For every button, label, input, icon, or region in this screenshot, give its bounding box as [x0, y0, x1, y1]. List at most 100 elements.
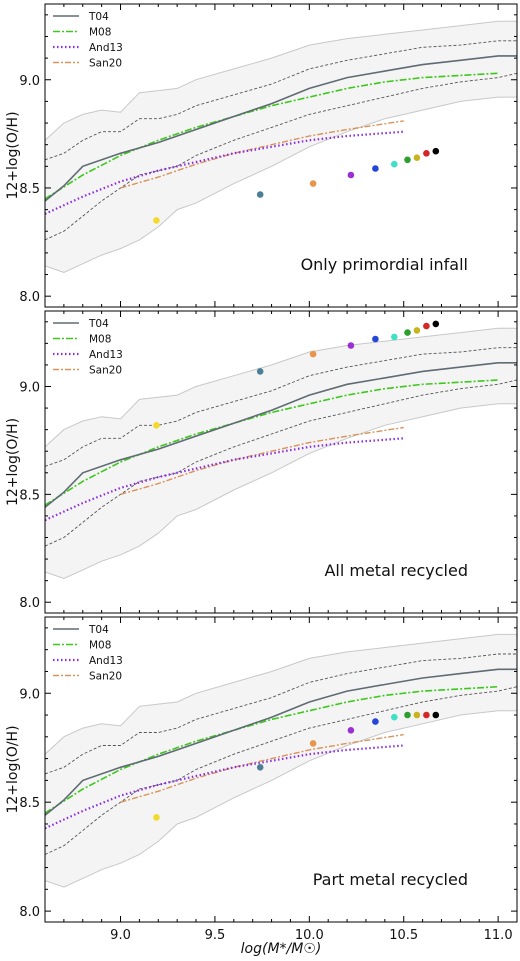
band-upper-outer-line	[45, 633, 517, 755]
legend-label-t04: T04	[88, 624, 109, 636]
panel-annotation: Part metal recycled	[313, 870, 468, 889]
model-point-5	[372, 718, 379, 725]
band-upper-outer-line	[45, 327, 517, 448]
y-tick-label: 8.5	[19, 796, 40, 811]
legend-label-m08: M08	[89, 334, 111, 346]
x-tick-label: 9.0	[110, 928, 131, 943]
model-point-9	[423, 711, 430, 719]
y-tick-label: 8.0	[19, 905, 40, 920]
model-point-10	[432, 711, 440, 719]
model-point-9	[423, 150, 430, 157]
x-axis-label: log(M*/M☉)	[241, 941, 322, 957]
panel-annotation: All metal recycled	[324, 561, 468, 580]
legend-label-san20: San20	[89, 365, 122, 377]
series-line-san20	[120, 733, 404, 803]
model-point-3	[309, 180, 317, 187]
series-line-san20	[120, 426, 404, 496]
panel-middle: 8.0 8.5 9.0 12+log(O/H) All metal recycled T0…	[5, 310, 518, 614]
band-lower-outer-line	[45, 96, 517, 273]
y-axis-label: 12+log(O/H)	[5, 111, 21, 199]
series-line-m08	[45, 72, 499, 200]
plot-area	[45, 320, 517, 580]
model-point-1	[153, 422, 160, 429]
model-point-4	[347, 342, 355, 349]
model-point-8	[413, 327, 421, 334]
scatter-band-fill	[45, 634, 517, 888]
series-line-san20	[120, 120, 404, 189]
band-upper-outer-line	[45, 20, 517, 141]
model-point-10	[432, 147, 440, 155]
series-line-m08	[45, 685, 499, 814]
band-lower-inner-line	[45, 379, 517, 547]
legend-label-and13: And13	[89, 42, 123, 54]
legend: T04 M08 And13 San20	[53, 318, 123, 377]
panel-bottom: 8.0 8.5 9.0 9.0 9.5 10.0 10.5 11.0 12+log(O/H) Pa…	[5, 616, 518, 943]
y-tick-label: 8.5	[19, 488, 40, 503]
y-tick-label: 9.0	[19, 687, 40, 702]
legend-label-and13: And13	[89, 349, 123, 361]
model-point-7	[404, 711, 411, 719]
model-point-2	[256, 368, 264, 375]
series-line-t04	[45, 55, 517, 202]
legend-label-san20: San20	[89, 58, 122, 70]
panel-top: 8.0 8.5 9.0 12+log(O/H) Only primordial infa…	[5, 3, 518, 308]
series-line-t04	[45, 362, 517, 508]
legend-label-m08: M08	[89, 640, 111, 652]
band-lower-inner-line	[45, 72, 517, 241]
series-line-t04	[45, 668, 517, 816]
model-point-10	[432, 320, 440, 328]
scatter-band-fill	[45, 328, 517, 579]
y-axis-label: 12+log(O/H)	[5, 725, 21, 813]
y-axis-label: 12+log(O/H)	[5, 418, 21, 506]
series-line-m08	[45, 379, 499, 506]
legend-label-san20: San20	[89, 671, 122, 683]
plot-area	[45, 20, 517, 273]
band-lower-outer-line	[45, 710, 517, 888]
band-upper-inner-line	[45, 347, 517, 467]
model-point-6	[391, 160, 398, 168]
plot-frame	[44, 310, 518, 614]
x-tick-label: 9.5	[205, 928, 226, 943]
model-point-2	[256, 764, 264, 771]
model-point-5	[372, 165, 379, 172]
model-point-7	[404, 156, 411, 164]
model-point-3	[309, 740, 317, 747]
model-point-1	[153, 217, 160, 224]
model-point-4	[347, 727, 355, 734]
y-tick-label: 8.0	[19, 596, 40, 611]
y-tick-label: 9.0	[19, 381, 40, 396]
model-point-8	[413, 711, 421, 719]
x-tick-label: 10.0	[295, 928, 324, 943]
band-lower-outer-line	[45, 403, 517, 580]
y-tick-label: 8.0	[19, 290, 40, 305]
legend: T04 M08 And13 San20	[53, 11, 123, 70]
scatter-band-fill	[45, 21, 517, 273]
model-point-3	[309, 350, 317, 358]
legend-label-t04: T04	[88, 11, 109, 23]
plot-frame	[44, 3, 518, 308]
x-tick-label: 11.0	[484, 928, 513, 943]
band-upper-inner-line	[45, 653, 517, 775]
plot-frame	[44, 616, 518, 923]
model-point-9	[423, 322, 430, 330]
model-point-6	[391, 713, 398, 721]
model-point-8	[413, 154, 421, 161]
plot-area	[45, 633, 517, 888]
model-point-7	[404, 329, 411, 336]
legend-label-m08: M08	[89, 27, 111, 39]
model-point-4	[347, 171, 355, 179]
y-tick-label: 9.0	[19, 74, 40, 89]
model-point-6	[391, 333, 398, 341]
legend: T04 M08 And13 San20	[53, 624, 123, 683]
model-point-5	[372, 335, 379, 343]
model-point-2	[256, 191, 264, 198]
model-point-1	[153, 814, 160, 821]
legend-label-t04: T04	[88, 318, 109, 330]
x-tick-label: 10.5	[389, 928, 418, 943]
panel-annotation: Only primordial infall	[301, 255, 468, 274]
band-lower-inner-line	[45, 686, 517, 855]
legend-label-and13: And13	[89, 655, 123, 667]
band-upper-inner-line	[45, 40, 517, 161]
y-tick-label: 8.5	[19, 182, 40, 197]
